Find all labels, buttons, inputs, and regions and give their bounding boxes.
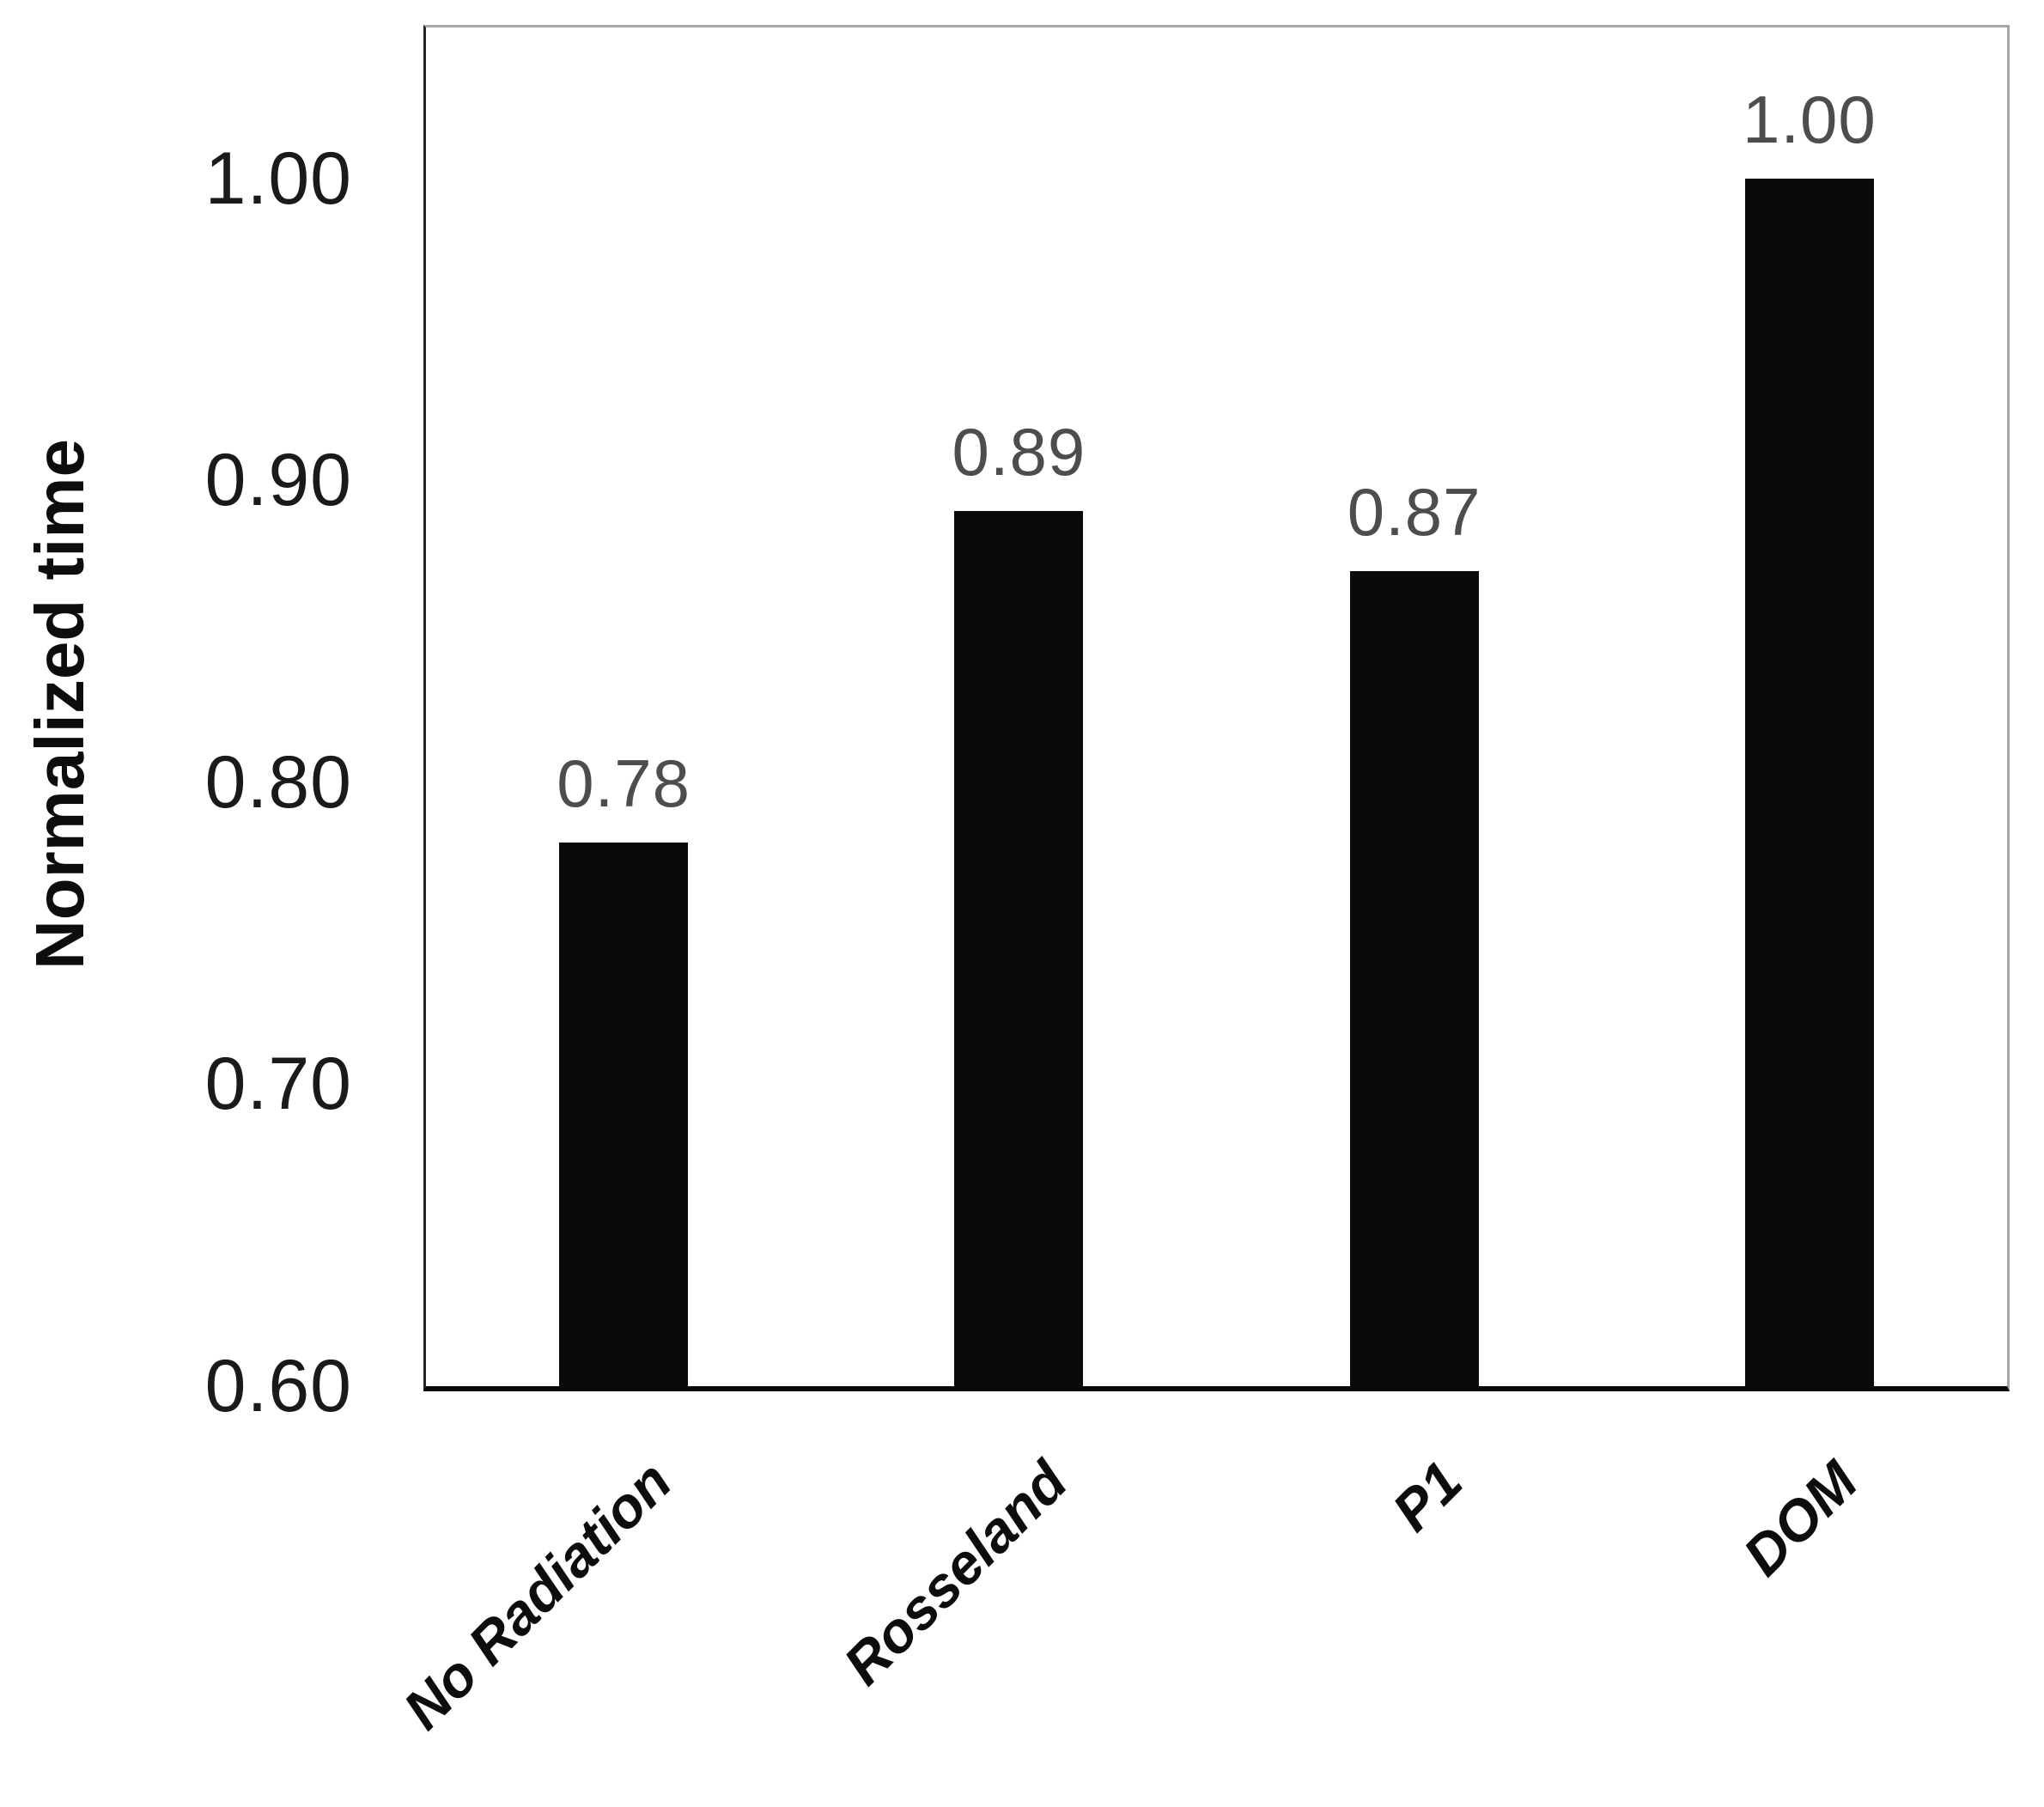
- x-category-label-rosseland: Rosseland: [830, 1449, 1079, 1697]
- bar-value-label-rosseland: 0.89: [952, 413, 1086, 490]
- y-axis-title: Normalized time: [21, 439, 98, 970]
- y-tick-label-0.60: 0.60: [204, 1345, 352, 1427]
- y-tick-label-0.70: 0.70: [204, 1043, 352, 1126]
- x-category-label-dom: DOM: [1731, 1449, 1870, 1588]
- y-tick-label-1.00: 1.00: [204, 137, 352, 220]
- bar-rosseland: [954, 510, 1084, 1386]
- y-tick-label-0.90: 0.90: [204, 439, 352, 522]
- x-category-label-p1: P1: [1379, 1449, 1475, 1543]
- y-tick-label-0.80: 0.80: [204, 740, 352, 824]
- bar-dom: [1744, 178, 1874, 1386]
- bar-value-label-dom: 1.00: [1742, 81, 1877, 157]
- bar-value-label-no-radiation: 0.78: [557, 745, 691, 822]
- plot-area: 0.78 0.89 0.87 1.00: [423, 25, 2010, 1391]
- bar-p1: [1349, 570, 1479, 1386]
- x-category-label-no-radiation: No Radiation: [391, 1449, 684, 1742]
- bar-no-radiation: [559, 843, 689, 1386]
- bar-value-label-p1: 0.87: [1347, 473, 1481, 550]
